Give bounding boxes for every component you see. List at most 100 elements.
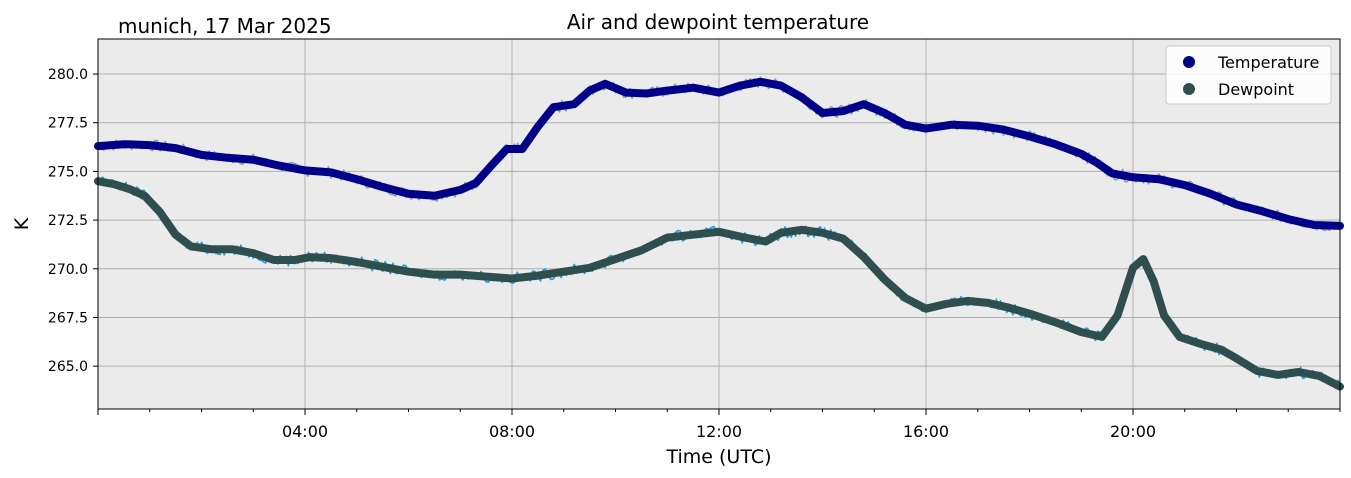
point-dewpoint-47 (1114, 312, 1121, 319)
point-temperature-33 (819, 109, 826, 117)
point-temperature-13 (430, 192, 438, 200)
x-tick-label-12-00: 12:00 (696, 422, 742, 441)
y-axis-label: K (11, 217, 33, 230)
point-dewpoint-19 (482, 273, 490, 281)
point-dewpoint-50 (1150, 277, 1158, 285)
legend-label-dewpoint: Dewpoint (1218, 80, 1294, 99)
x-tick-label-20-00: 20:00 (1110, 422, 1156, 441)
point-temperature-21 (570, 100, 578, 108)
point-dewpoint-49 (1139, 255, 1147, 263)
point-temperature-32 (798, 93, 806, 101)
point-dewpoint-21 (534, 272, 542, 280)
x-tick-label-08-00: 08:00 (489, 422, 535, 441)
point-temperature-17 (503, 145, 511, 153)
point-temperature-26 (663, 87, 671, 95)
point-dewpoint-24 (612, 255, 619, 263)
y-tick-label-270-0: 270.0 (48, 262, 88, 278)
point-temperature-41 (1000, 126, 1008, 134)
point-temperature-48 (1155, 175, 1163, 183)
y-tick-label-280-0: 280.0 (48, 67, 88, 83)
point-dewpoint-35 (860, 253, 868, 261)
point-temperature-12 (405, 190, 412, 198)
point-dewpoint-23 (586, 264, 594, 272)
point-temperature-38 (922, 125, 930, 133)
point-dewpoint-44 (1051, 318, 1059, 326)
point-dewpoint-1 (110, 180, 117, 188)
legend-box (1165, 45, 1332, 105)
smoothed-series (94, 77, 1344, 391)
point-dewpoint-33 (819, 229, 826, 237)
point-dewpoint-40 (963, 297, 971, 305)
point-dewpoint-18 (456, 271, 464, 279)
point-temperature-43 (1051, 140, 1059, 148)
point-temperature-22 (586, 87, 594, 95)
point-dewpoint-41 (984, 299, 992, 307)
point-temperature-50 (1207, 190, 1215, 198)
point-temperature-5 (223, 154, 231, 162)
point-temperature-19 (534, 123, 542, 131)
point-temperature-10 (353, 175, 361, 183)
grid (98, 39, 1340, 409)
point-dewpoint-34 (839, 235, 847, 243)
y-tick-label-267-5: 267.5 (48, 310, 88, 326)
point-dewpoint-59 (1315, 372, 1323, 380)
point-temperature-42 (1026, 132, 1033, 140)
point-temperature-11 (379, 183, 387, 191)
point-temperature-45 (1093, 159, 1101, 167)
point-temperature-40 (974, 122, 982, 130)
point-temperature-14 (456, 186, 464, 194)
point-dewpoint-12 (306, 253, 314, 261)
y-tick-label-265-0: 265.0 (48, 359, 88, 375)
x-tick-label-16-00: 16:00 (903, 422, 949, 441)
point-temperature-47 (1129, 173, 1137, 181)
point-temperature-29 (736, 82, 744, 90)
point-temperature-24 (622, 89, 630, 97)
point-dewpoint-16 (405, 268, 412, 276)
point-dewpoint-17 (430, 271, 438, 279)
chart-title: Air and dewpoint temperature (567, 10, 869, 34)
point-dewpoint-11 (291, 256, 299, 264)
point-dewpoint-13 (327, 254, 335, 262)
point-temperature-54 (1310, 221, 1318, 229)
point-dewpoint-22 (560, 268, 568, 276)
point-temperature-37 (901, 121, 909, 129)
point-temperature-1 (120, 140, 128, 148)
location-date-label: munich, 17 Mar 2025 (118, 14, 332, 38)
point-dewpoint-43 (1026, 310, 1033, 318)
point-temperature-9 (327, 168, 335, 176)
point-dewpoint-20 (508, 275, 516, 282)
point-dewpoint-2 (125, 185, 133, 193)
point-temperature-35 (860, 100, 868, 108)
point-dewpoint-54 (1217, 346, 1225, 354)
point-dewpoint-55 (1233, 354, 1240, 362)
point-temperature-30 (756, 78, 764, 86)
point-dewpoint-6 (187, 242, 195, 250)
point-temperature-44 (1077, 150, 1085, 158)
point-dewpoint-57 (1274, 371, 1282, 379)
point-dewpoint-38 (922, 305, 930, 313)
point-dewpoint-5 (172, 231, 180, 239)
point-dewpoint-25 (637, 246, 645, 254)
point-temperature-46 (1108, 169, 1116, 177)
point-dewpoint-15 (379, 263, 387, 271)
point-temperature-27 (689, 84, 697, 92)
point-temperature-8 (301, 166, 309, 174)
point-dewpoint-10 (270, 256, 278, 264)
point-temperature-31 (777, 82, 785, 90)
point-dewpoint-48 (1129, 264, 1137, 272)
point-dewpoint-32 (798, 226, 806, 234)
point-dewpoint-28 (715, 228, 723, 236)
point-dewpoint-9 (249, 249, 257, 257)
point-dewpoint-42 (1005, 304, 1013, 312)
y-tick-label-272-5: 272.5 (48, 213, 88, 229)
point-dewpoint-46 (1098, 333, 1106, 341)
y-tick-label-275-0: 275.0 (48, 164, 88, 180)
point-dewpoint-7 (208, 245, 216, 253)
point-temperature-39 (948, 121, 956, 129)
point-dewpoint-58 (1295, 368, 1303, 376)
legend-label-temperature: Temperature (1217, 53, 1319, 72)
point-temperature-52 (1258, 207, 1266, 215)
point-dewpoint-37 (901, 294, 909, 302)
point-dewpoint-14 (353, 258, 361, 266)
